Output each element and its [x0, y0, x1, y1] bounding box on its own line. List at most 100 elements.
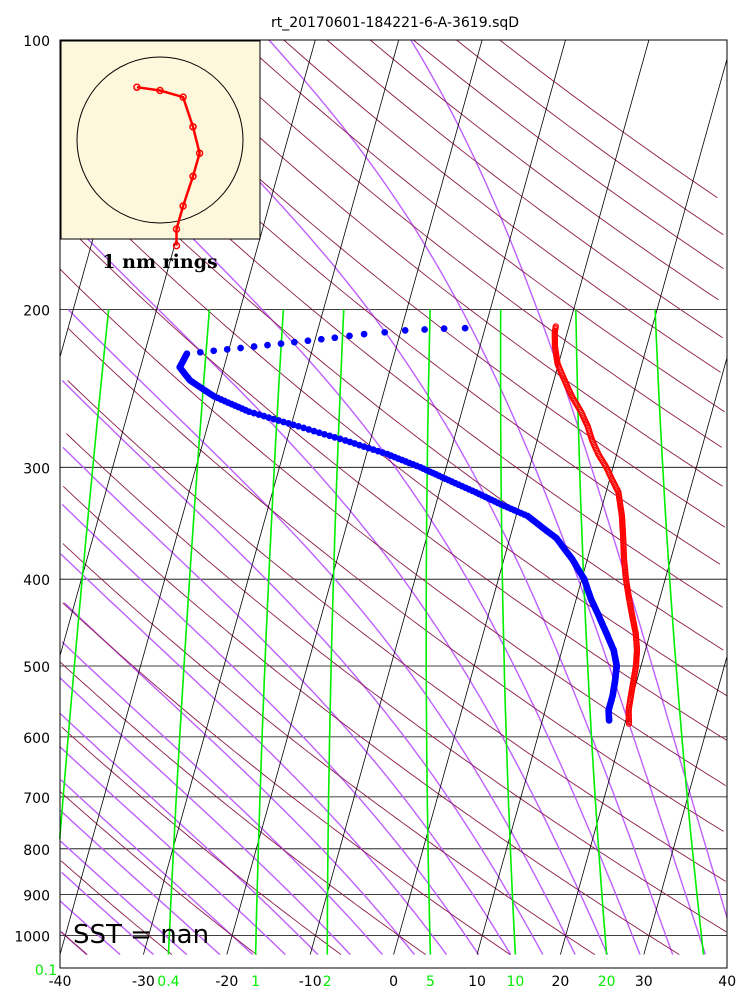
moist-adiabat	[60, 840, 188, 956]
mixing-ratio-line	[58, 309, 110, 840]
dry-adiabat	[63, 126, 724, 651]
dewpoint-point	[360, 330, 368, 338]
hodograph-point	[172, 241, 181, 250]
isotherm-line	[59, 39, 316, 955]
dry-adiabat	[60, 860, 173, 955]
moist-adiabat	[61, 503, 480, 955]
hodograph-point	[189, 123, 197, 131]
x-tick-label: 20	[551, 974, 569, 990]
mixing-ratio-line	[654, 309, 705, 955]
moist-adiabats	[59, 39, 728, 956]
mixing-ratio-line	[254, 309, 285, 955]
x-tick-label: -10	[299, 974, 322, 990]
moist-adiabat	[122, 39, 674, 955]
hodograph-point	[156, 86, 164, 95]
hodograph-inset: 1 nm rings	[60, 40, 261, 273]
dewpoint-point	[401, 327, 409, 334]
x-tick-label: -20	[215, 974, 238, 990]
dry-adiabat	[61, 726, 342, 955]
sst-label: SST = nan	[73, 920, 209, 950]
dry-adiabat	[240, 39, 725, 413]
moist-adiabat	[61, 871, 154, 956]
dewpoint-point	[264, 341, 271, 349]
dry-adiabat	[59, 170, 728, 697]
y-tick-label: 100	[23, 34, 50, 50]
dewpoint-point	[223, 346, 231, 353]
mixing-ratio-label: 1	[251, 974, 260, 990]
y-tick-label: 700	[23, 791, 50, 807]
mixing-ratio-line	[499, 309, 517, 955]
mixing-ratio-line	[425, 309, 432, 955]
mixing-ratio-line	[575, 309, 608, 955]
hodograph-point	[172, 225, 181, 233]
x-tick-label: 0	[389, 974, 398, 990]
y-tick-label: 1000	[14, 930, 50, 946]
plot-frame	[59, 39, 728, 969]
hodograph-point	[189, 172, 197, 181]
y-tick-label: 600	[23, 731, 50, 747]
dry-adiabat	[59, 661, 426, 955]
dry-adiabat	[62, 543, 596, 955]
dewpoint-point	[210, 347, 218, 355]
mixing-ratio-label: 0.1	[35, 963, 57, 979]
isotherm-line	[309, 39, 566, 955]
dewpoint-point	[440, 325, 448, 332]
mixing-ratio-line	[326, 309, 345, 955]
hodograph-point	[133, 83, 141, 91]
dewpoint-point	[336, 435, 344, 443]
mixing-ratio-label: 2	[323, 974, 332, 990]
moist-adiabat	[59, 712, 319, 956]
dewpoint-point	[461, 324, 469, 332]
isotherm-line	[476, 58, 728, 955]
dry-adiabat	[153, 39, 723, 487]
dewpoint-point	[331, 334, 339, 342]
dry-adiabat	[456, 39, 724, 236]
hodograph-trace	[133, 83, 204, 250]
dewpoint-point	[183, 350, 191, 358]
dry-adiabat	[499, 39, 718, 199]
dewpoint-series	[176, 324, 621, 724]
dewpoint-point	[277, 340, 285, 347]
x-axis-ticks: -40 -30 -20 -10 0 10 20 30 40	[49, 974, 737, 990]
dewpoint-point	[237, 344, 244, 352]
dewpoint-point	[250, 343, 258, 350]
chart-title: rt_20170601-184221-6-A-3619.sqD	[271, 15, 519, 31]
dewpoint-point	[317, 335, 325, 343]
dry-adiabat	[283, 39, 721, 373]
dry-adiabat	[67, 380, 727, 882]
dry-adiabat	[59, 268, 726, 786]
moist-adiabat	[59, 809, 221, 956]
dry-adiabats	[59, 39, 728, 955]
hodograph-background	[60, 40, 261, 240]
dewpoint-point	[421, 326, 428, 333]
dry-adiabat	[326, 39, 723, 339]
hodograph-point	[179, 93, 187, 101]
dry-adiabat	[369, 39, 719, 301]
x-tick-label: 30	[635, 974, 653, 990]
dewpoint-point	[304, 337, 312, 345]
y-tick-label: 800	[23, 843, 50, 859]
dry-adiabat	[197, 39, 722, 448]
x-tick-label: -30	[132, 974, 155, 990]
hodograph-ring-label: 1 nm rings	[102, 251, 217, 273]
isotherm-line	[560, 357, 728, 955]
hodograph-ring	[76, 56, 244, 224]
y-tick-label: 200	[23, 304, 50, 320]
moist-adiabat	[59, 676, 351, 956]
y-tick-label: 500	[23, 660, 50, 676]
dewpoint-point	[381, 328, 389, 336]
temperature-series	[551, 323, 641, 727]
dewpoint-point	[346, 332, 353, 340]
moist-adiabat	[59, 900, 121, 956]
mixing-ratio-label: 0.4	[157, 974, 179, 990]
isotherm-line	[393, 39, 650, 955]
isotherm-line	[643, 656, 728, 955]
hodograph-point	[179, 202, 187, 210]
moist-adiabat	[67, 309, 576, 955]
mixing-ratio-label: 5	[426, 974, 435, 990]
x-tick-label: -40	[49, 974, 72, 990]
moist-adiabat	[62, 446, 512, 955]
mixing-ratio-labels: 0.1 0.4 1 2 5 10 20	[35, 963, 616, 990]
moist-adiabat	[67, 110, 641, 955]
y-axis-ticks: 100 200 300 400 500 600 700 800 900 1000	[14, 34, 50, 946]
